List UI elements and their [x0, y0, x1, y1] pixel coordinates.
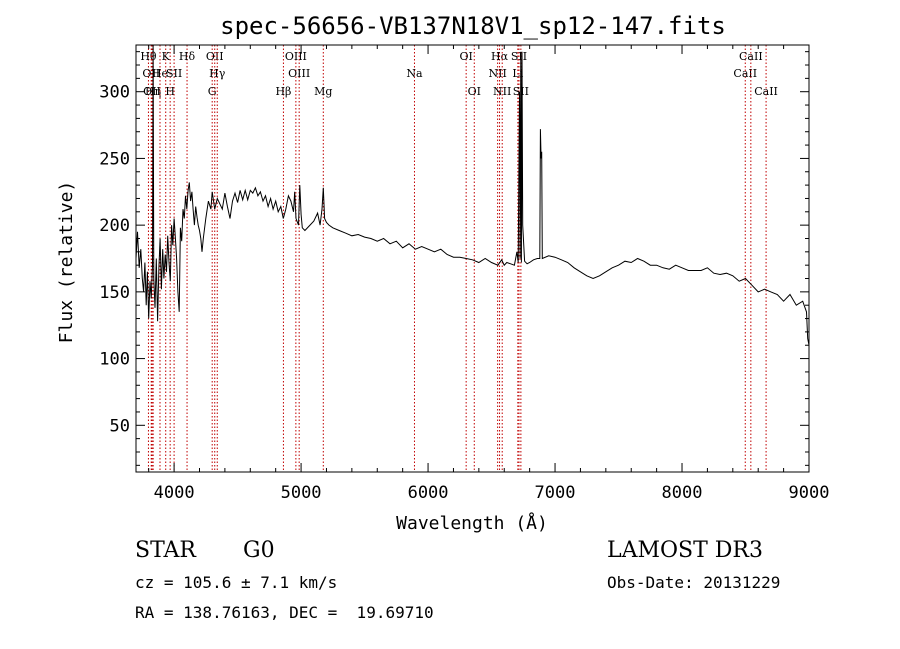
line-marker-label-2: OII — [143, 85, 161, 98]
line-marker-label-25: CaII — [733, 67, 757, 80]
line-marker-layer: HθOIIOIIHηHeKHSIIHδGOIIHγHβOIIIOIIIMgNaO… — [140, 45, 778, 472]
plot-frame — [135, 44, 810, 473]
line-marker-label-11: Hγ — [209, 67, 226, 80]
line-marker-label-22: Li — [512, 67, 523, 80]
survey-name: LAMOST DR3 — [607, 538, 763, 563]
line-marker-label-0: Hθ — [140, 50, 157, 63]
x-tick-label-3: 7000 — [535, 483, 576, 503]
line-marker-label-1: OII — [142, 67, 160, 80]
line-marker-label-18: OI — [468, 85, 481, 98]
spectrum-line-0 — [135, 44, 810, 346]
object-subclass: G0 — [243, 538, 275, 563]
x-tick-label-4: 8000 — [662, 483, 703, 503]
y-tick-label-4: 250 — [99, 149, 130, 169]
line-marker-label-5: K — [162, 50, 171, 63]
x-tick-label-5: 9000 — [789, 483, 830, 503]
line-marker-label-8: Hδ — [179, 50, 196, 63]
x-tick-label-1: 5000 — [281, 483, 322, 503]
object-class: STAR — [135, 538, 196, 563]
y-tick-label-1: 100 — [99, 350, 130, 370]
line-marker-label-10: OII — [206, 50, 224, 63]
line-marker-label-26: CaII — [739, 50, 763, 63]
line-marker-label-21: NII — [493, 85, 511, 98]
line-marker-label-23: SII — [511, 50, 527, 63]
y-axis: 50 100 150 200 250 300 — [99, 51, 809, 466]
y-axis-label: Flux (relative) — [56, 181, 77, 344]
line-marker-label-14: OIII — [288, 67, 310, 80]
line-marker-label-13: OIII — [285, 50, 307, 63]
y-tick-label-5: 300 — [99, 83, 130, 103]
y-tick-label-0: 50 — [110, 416, 130, 436]
line-marker-label-15: Mg — [314, 85, 332, 98]
sky-coordinates: RA = 138.76163, DEC = 19.69710 — [135, 603, 434, 622]
y-tick-label-2: 150 — [99, 283, 130, 303]
series-layer — [135, 44, 810, 346]
redshift-velocity: cz = 105.6 ± 7.1 km/s — [135, 573, 338, 592]
line-marker-label-7: SII — [166, 67, 182, 80]
line-marker-label-27: CaII — [754, 85, 778, 98]
line-marker-label-17: OI — [459, 50, 472, 63]
x-tick-label-0: 4000 — [154, 483, 195, 503]
line-marker-label-12: Hβ — [275, 85, 291, 98]
x-axis-label: Wavelength (Å) — [396, 512, 548, 534]
line-marker-label-9: G — [208, 85, 217, 98]
line-marker-label-19: NII — [488, 67, 506, 80]
observation-date: Obs-Date: 20131229 — [607, 573, 781, 592]
line-marker-label-20: Hα — [491, 50, 509, 63]
line-marker-label-16: Na — [406, 67, 423, 80]
chart-title: spec-56656-VB137N18V1_sp12-147.fits — [220, 12, 726, 40]
line-marker-label-4: He — [152, 67, 168, 80]
x-axis: 4000 5000 6000 7000 8000 9000 — [148, 45, 830, 503]
x-tick-label-2: 6000 — [408, 483, 449, 503]
y-tick-label-3: 200 — [99, 216, 130, 236]
line-marker-label-6: H — [165, 85, 175, 98]
